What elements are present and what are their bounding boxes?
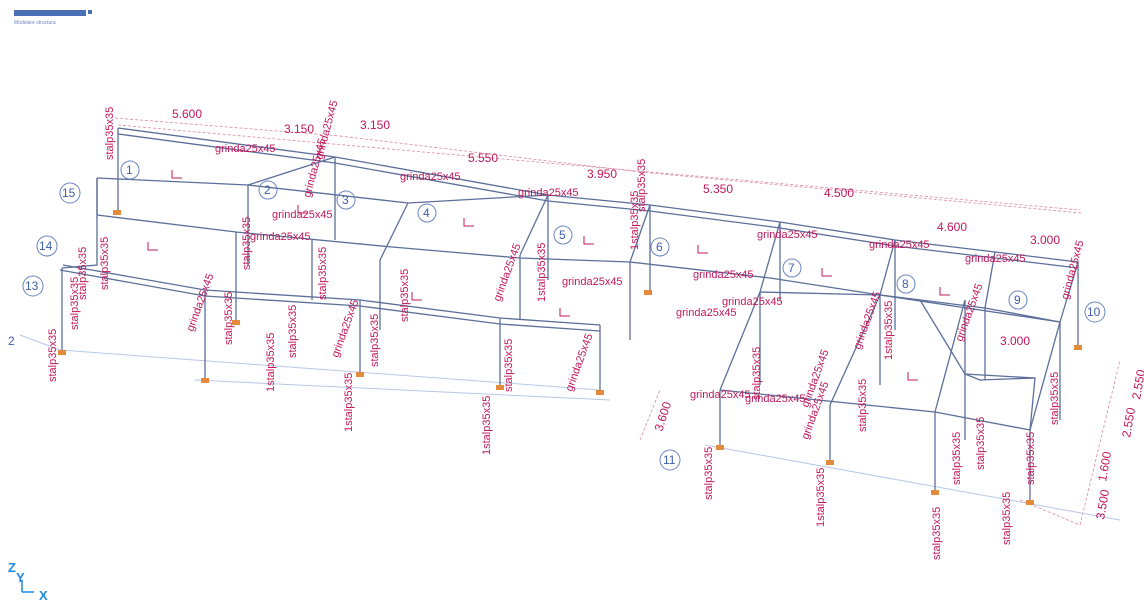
local-axis-markers	[147, 170, 950, 381]
dimension-label: 3.000	[1000, 334, 1030, 348]
node-label: 15	[62, 186, 76, 200]
node-label: 6	[656, 240, 663, 254]
member-label: stalp35x35	[931, 507, 943, 560]
logo-mark	[88, 10, 92, 14]
member-label: stalp35x35	[751, 347, 763, 400]
member-label: grinda25x45	[869, 239, 930, 251]
member-label: stalp35x35	[241, 217, 253, 270]
member-label: stalp35x35	[951, 432, 963, 485]
member-label: grinda25x45	[250, 231, 311, 243]
member-labels: stalp35x35 grinda25x45 grinda25x45 grind…	[47, 99, 1087, 560]
member-label: grinda25x45	[722, 296, 783, 308]
dimension-label: 3.950	[587, 167, 617, 181]
member-label: 1stalp35x35	[629, 191, 641, 250]
member-label: grinda25x45	[400, 171, 461, 183]
member-label: grinda25x45	[492, 242, 524, 303]
member-label: grinda25x45	[562, 276, 623, 288]
member-label: grinda25x45	[954, 282, 986, 343]
member-label: 1stalp35x35	[481, 396, 493, 455]
member-label: grinda25x45	[690, 389, 751, 401]
member-label: 1stalp35x35	[265, 333, 277, 392]
node-label: 8	[902, 277, 909, 291]
node-label: 2	[264, 183, 271, 197]
supports	[58, 210, 1082, 505]
dimension-label: 5.350	[703, 182, 733, 196]
dimension-label: 3.150	[360, 118, 390, 132]
dimension-label: 3.500	[1093, 488, 1112, 520]
axis-label-z: Z	[8, 560, 16, 575]
dimension-label: 4.500	[824, 186, 854, 200]
node-label: 3	[342, 193, 349, 207]
node-label: 1	[126, 163, 133, 177]
member-label: grinda25x45	[757, 229, 818, 241]
member-label: 1stalp35x35	[343, 373, 355, 432]
ground-lines	[19, 334, 1121, 521]
dimension-label: 4.600	[937, 220, 967, 234]
member-label: stalp35x35	[287, 305, 299, 358]
frame-structure	[59, 127, 1079, 500]
node-label: 4	[423, 206, 430, 220]
member-label: stalp35x35	[47, 329, 59, 382]
axis-indicator: Z Y X	[8, 560, 48, 602]
member-label: grinda25x45	[745, 393, 806, 405]
member-label: grinda25x45	[564, 332, 596, 393]
dimension-label: 3.150	[284, 122, 314, 136]
dimension-label: 2.550	[1129, 368, 1144, 400]
member-label: grinda25x45	[330, 298, 362, 359]
logo-subtitle: Modelare structura	[14, 20, 56, 26]
member-label: grinda25x45	[852, 290, 884, 351]
node-label: 11	[663, 453, 676, 467]
member-label: stalp35x35	[975, 417, 987, 470]
member-label: grinda25x45	[965, 253, 1026, 265]
node-label: 10	[1087, 305, 1101, 319]
member-label: grinda25x45	[518, 187, 579, 199]
node-label: 9	[1014, 293, 1021, 307]
member-label: 1stalp35x35	[883, 301, 895, 360]
member-label: stalp35x35	[317, 247, 329, 300]
member-label: stalp35x35	[636, 159, 648, 212]
node-label: 14	[39, 239, 53, 253]
logo-bar	[14, 10, 86, 16]
member-label: grinda25x45	[272, 209, 333, 221]
node-labels: 1 2 3 4 5 6 7 8 9 10 11 13 14 15 2	[8, 163, 1101, 467]
axis-label-x: X	[39, 588, 48, 602]
member-label: grinda25x45	[185, 272, 217, 333]
dimension-label: 3.600	[652, 400, 675, 433]
dimension-label: 3.000	[1030, 233, 1060, 247]
member-label: grinda25x45	[215, 143, 276, 155]
dimension-label: 1.600	[1095, 450, 1114, 482]
member-label: stalp35x35	[1049, 372, 1061, 425]
dimension-label: 5.600	[172, 107, 202, 121]
dimension-label: 2.550	[1119, 406, 1138, 438]
member-label: stalp35x35	[857, 379, 869, 432]
member-label: grinda25x45	[1059, 239, 1086, 301]
node-label: 13	[25, 279, 39, 293]
member-label: 1stalp35x35	[815, 468, 827, 527]
node-label: 2	[8, 334, 15, 348]
member-label: stalp35x35	[503, 339, 515, 392]
member-label: stalp35x35	[69, 277, 81, 330]
axis-label-y: Y	[16, 570, 25, 585]
member-label: 1stalp35x35	[536, 243, 548, 302]
node-label: 5	[559, 228, 566, 242]
node-circles	[22, 160, 1106, 471]
member-label: stalp35x35	[1001, 492, 1013, 545]
member-label: stalp35x35	[77, 247, 89, 300]
dimension-label: 5.550	[468, 151, 498, 165]
member-label: stalp35x35	[223, 292, 235, 345]
member-label: stalp35x35	[99, 237, 111, 290]
member-label: grinda25x45	[676, 307, 737, 319]
member-label: grinda25x45	[301, 137, 328, 199]
member-label: stalp35x35	[703, 447, 715, 500]
member-label: stalp35x35	[1025, 432, 1037, 485]
member-label: stalp35x35	[369, 314, 381, 367]
member-label: stalp35x35	[104, 107, 116, 160]
app-logo: Modelare structura	[14, 10, 94, 32]
node-label: 7	[788, 261, 795, 275]
member-label: stalp35x35	[399, 269, 411, 322]
member-label: grinda25x45	[693, 269, 754, 281]
